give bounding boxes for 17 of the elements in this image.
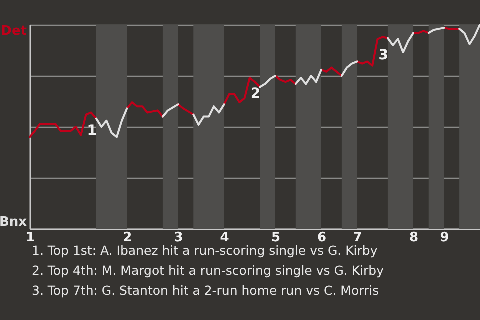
- x-tick-label: 8: [410, 230, 419, 246]
- text: 2. Top 4th: M. Margot hit a run-scoring single vs G. Kirby: [32, 263, 385, 278]
- annotation: 2: [250, 86, 261, 102]
- x-tick-label: 3: [174, 230, 184, 246]
- x-tick-label: 4: [220, 230, 230, 246]
- x-tick-label: 6: [317, 230, 326, 246]
- text: 3. Top 7th: G. Stanton hit a 2-run home run vs C. Morris: [32, 283, 380, 298]
- text: 1. Top 1st: A. Ibanez hit a run-scoring single vs G. Kirby: [32, 243, 378, 258]
- x-tick-label: 9: [440, 230, 450, 246]
- text: Det: [1, 24, 27, 39]
- x-tick-label: 7: [353, 230, 362, 246]
- annotation: 1: [87, 122, 97, 139]
- text: Bnx: [0, 215, 28, 230]
- annotation: 3: [378, 47, 388, 64]
- x-tick-label: 1: [26, 230, 36, 246]
- x-tick-label: 2: [123, 230, 132, 246]
- x-tick-label: 5: [271, 230, 280, 246]
